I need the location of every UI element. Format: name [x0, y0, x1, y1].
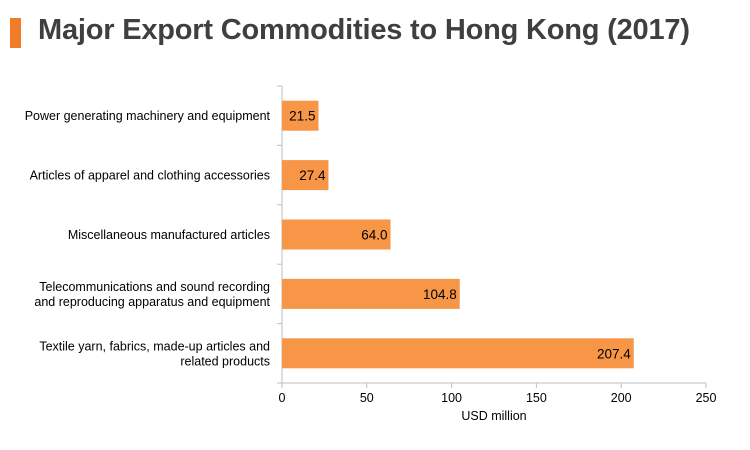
- bar-value-label: 104.8: [423, 287, 457, 302]
- category-label: related products: [180, 354, 270, 368]
- bar: [282, 160, 329, 191]
- bar-value-label: 21.5: [289, 109, 315, 124]
- category-label: Power generating machinery and equipment: [25, 109, 271, 123]
- category-label: Textile yarn, fabrics, made-up articles …: [39, 339, 270, 353]
- x-tick-label: 150: [526, 391, 547, 405]
- category-labels: Power generating machinery and equipment…: [25, 109, 271, 368]
- bar: [282, 219, 391, 250]
- category-label: Miscellaneous manufactured articles: [68, 228, 270, 242]
- x-tick-labels: 0 50 100 150 200 250: [279, 391, 717, 405]
- category-label: Telecommunications and sound recording: [39, 280, 270, 294]
- title-accent-bar: [10, 18, 21, 48]
- category-label: and reproducing apparatus and equipment: [34, 295, 270, 309]
- x-tick-label: 50: [360, 391, 374, 405]
- x-axis-label: USD million: [461, 409, 526, 423]
- chart-title: Major Export Commodities to Hong Kong (2…: [38, 14, 690, 46]
- bar-value-label: 64.0: [361, 228, 387, 243]
- bar: [282, 100, 319, 131]
- x-tick-label: 250: [696, 391, 717, 405]
- bar-value-label: 207.4: [597, 346, 631, 361]
- x-tick-label: 0: [279, 391, 286, 405]
- bar-value-label: 27.4: [299, 168, 326, 183]
- bar: [282, 278, 460, 309]
- bars: 21.5 27.4 64.0 104.8 207.4: [282, 100, 634, 369]
- bar: [282, 338, 634, 369]
- x-tick-label: 100: [441, 391, 462, 405]
- category-label: Articles of apparel and clothing accesso…: [30, 169, 270, 183]
- x-tick-label: 200: [611, 391, 632, 405]
